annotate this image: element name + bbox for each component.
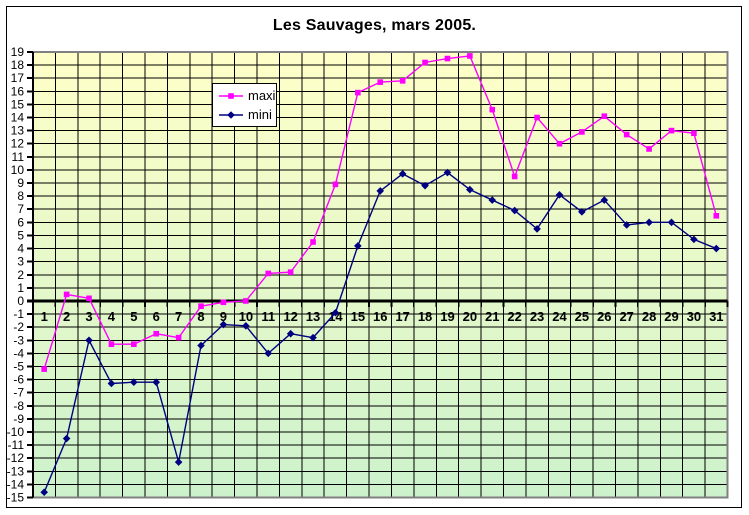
svg-text:25: 25 (575, 309, 589, 324)
svg-text:5: 5 (17, 228, 24, 242)
svg-text:12: 12 (11, 137, 25, 151)
svg-text:3: 3 (17, 255, 24, 269)
series-mini (40, 168, 721, 497)
svg-text:19: 19 (11, 45, 25, 59)
svg-text:16: 16 (373, 309, 387, 324)
svg-text:30: 30 (687, 309, 701, 324)
svg-text:6: 6 (153, 309, 160, 324)
svg-text:2: 2 (63, 309, 70, 324)
svg-text:8: 8 (197, 309, 204, 324)
svg-text:-12: -12 (7, 451, 25, 465)
svg-text:13: 13 (11, 124, 25, 138)
svg-text:-2: -2 (13, 320, 24, 334)
y-axis-ticks (27, 51, 33, 499)
svg-text:11: 11 (261, 309, 275, 324)
svg-text:26: 26 (597, 309, 611, 324)
x-axis-ticks (32, 300, 729, 307)
chart-legend: maxi mini (212, 83, 277, 127)
svg-text:-9: -9 (13, 412, 24, 426)
svg-text:3: 3 (85, 309, 92, 324)
mini-line-swatch-icon (219, 110, 243, 119)
svg-text:5: 5 (130, 309, 137, 324)
svg-text:-7: -7 (13, 386, 24, 400)
svg-text:0: 0 (17, 294, 24, 308)
maxi-line-swatch-icon (219, 92, 243, 99)
svg-text:12: 12 (283, 309, 297, 324)
svg-text:-6: -6 (13, 373, 24, 387)
svg-text:1: 1 (17, 281, 24, 295)
svg-text:-4: -4 (13, 346, 24, 360)
svg-text:-13: -13 (7, 464, 25, 478)
svg-text:31: 31 (709, 309, 723, 324)
svg-text:-15: -15 (7, 491, 25, 505)
svg-text:19: 19 (440, 309, 454, 324)
svg-text:29: 29 (664, 309, 678, 324)
svg-text:4: 4 (17, 242, 24, 256)
svg-text:15: 15 (351, 309, 365, 324)
svg-text:6: 6 (17, 215, 24, 229)
svg-text:24: 24 (552, 309, 567, 324)
svg-text:-10: -10 (7, 425, 25, 439)
svg-text:22: 22 (507, 309, 521, 324)
svg-text:17: 17 (11, 71, 25, 85)
svg-text:28: 28 (642, 309, 656, 324)
svg-text:-1: -1 (13, 307, 24, 321)
legend-item-mini: mini (218, 107, 276, 123)
svg-text:2: 2 (17, 268, 24, 282)
svg-text:-8: -8 (13, 399, 24, 413)
svg-text:-3: -3 (13, 333, 24, 347)
svg-text:9: 9 (220, 309, 227, 324)
svg-text:18: 18 (11, 58, 25, 72)
svg-text:18: 18 (418, 309, 432, 324)
legend-label-mini: mini (248, 106, 272, 122)
svg-text:20: 20 (463, 309, 477, 324)
svg-text:10: 10 (239, 309, 253, 324)
svg-text:9: 9 (17, 176, 24, 190)
svg-text:23: 23 (530, 309, 544, 324)
svg-text:-5: -5 (13, 359, 24, 373)
svg-text:16: 16 (11, 84, 25, 98)
legend-label-maxi: maxi (248, 87, 276, 103)
chart-title: Les Sauvages, mars 2005. (272, 17, 477, 34)
series-maxi (41, 53, 720, 372)
svg-text:10: 10 (11, 163, 25, 177)
legend-item-maxi: maxi (218, 88, 276, 104)
y-axis-labels: 191817161514131211109876543210-1-2-3-4-5… (7, 45, 25, 505)
svg-text:7: 7 (17, 202, 24, 216)
svg-text:-11: -11 (8, 438, 25, 452)
svg-text:4: 4 (108, 309, 116, 324)
svg-text:8: 8 (17, 189, 24, 203)
svg-text:21: 21 (485, 309, 499, 324)
svg-text:-14: -14 (7, 477, 25, 491)
svg-text:1: 1 (41, 309, 48, 324)
svg-text:13: 13 (306, 309, 320, 324)
svg-text:27: 27 (619, 309, 633, 324)
svg-text:7: 7 (175, 309, 182, 324)
svg-text:14: 14 (11, 111, 25, 125)
svg-text:15: 15 (11, 97, 25, 111)
svg-text:17: 17 (395, 309, 409, 324)
x-axis-labels: 1234567891011121314151617181920212223242… (41, 309, 724, 324)
svg-text:11: 11 (12, 150, 25, 164)
